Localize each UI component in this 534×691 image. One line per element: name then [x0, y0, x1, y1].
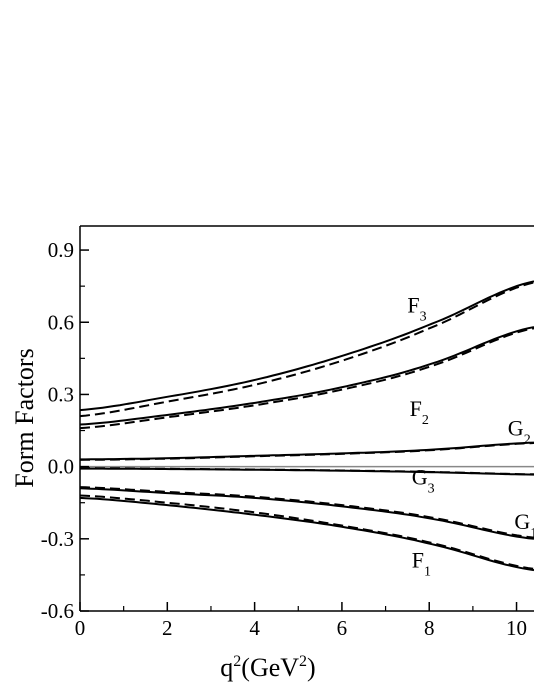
curve-label-letter: F — [412, 548, 424, 573]
curves — [79, 280, 534, 572]
axes: -0.6 -0.3 0.0 0.3 0.6 0.9 0 2 4 6 8 10 — [41, 225, 534, 640]
dashed-curve-7 — [80, 467, 534, 476]
curve-label-subscript: 1 — [530, 526, 534, 541]
solid-curve-0 — [79, 280, 534, 412]
solid-curve-10 — [79, 496, 534, 572]
x-axis-title-q-sup: 2 — [233, 653, 241, 670]
y-tick-label: 0.3 — [48, 382, 74, 406]
curve-label-F1: F1 — [412, 548, 431, 580]
x-tick-label: 2 — [162, 616, 173, 640]
x-tick-label: 6 — [337, 616, 348, 640]
curve-label-F2: F2 — [410, 396, 429, 428]
curve-label-letter: F — [410, 396, 422, 421]
y-axis-title: Form Factors — [10, 348, 39, 487]
solid-curve-2 — [79, 326, 534, 426]
y-tick-label: -0.3 — [41, 527, 74, 551]
curve-label-G1: G1 — [514, 509, 534, 541]
x-axis-title-unit-sup: 2 — [299, 653, 307, 670]
dashed-curve-5 — [79, 442, 534, 461]
curve-label-subscript: 3 — [420, 310, 427, 325]
curve-label-G3: G3 — [412, 465, 435, 497]
curve-label-subscript: 2 — [422, 413, 429, 428]
curve-label-letter: G — [508, 415, 524, 440]
curve-label-G2: G2 — [508, 415, 531, 447]
curve-label-letter: G — [514, 509, 530, 534]
y-tick-label: 0.6 — [48, 310, 74, 334]
solid-curve-8 — [79, 487, 534, 540]
y-tick-label: -0.6 — [41, 599, 74, 623]
x-tick-label: 0 — [75, 616, 86, 640]
x-axis-title: q2(GeV2) — [220, 653, 315, 682]
dashed-curve-11 — [79, 494, 534, 570]
x-tick-label: 8 — [424, 616, 435, 640]
solid-curve-4 — [80, 441, 534, 461]
dashed-curve-3 — [79, 327, 534, 430]
curve-label-subscript: 3 — [428, 482, 435, 497]
curve-label-subscript: 1 — [424, 565, 431, 580]
curve-label-letter: G — [412, 465, 428, 490]
x-axis-title-q: q — [220, 653, 233, 682]
y-tick-label: 0.0 — [48, 455, 74, 479]
x-axis-title-unit: (GeV — [241, 653, 299, 682]
y-tick-label: 0.9 — [48, 238, 74, 262]
curve-label-subscript: 2 — [524, 432, 531, 447]
dashed-curve-1 — [79, 281, 534, 418]
x-tick-label: 4 — [249, 616, 260, 640]
dashed-curve-9 — [79, 486, 534, 539]
x-axis-title-close: ) — [307, 653, 316, 682]
curve-label-F3: F3 — [407, 293, 426, 325]
curve-label-letter: F — [407, 293, 419, 318]
x-tick-label: 10 — [506, 616, 527, 640]
